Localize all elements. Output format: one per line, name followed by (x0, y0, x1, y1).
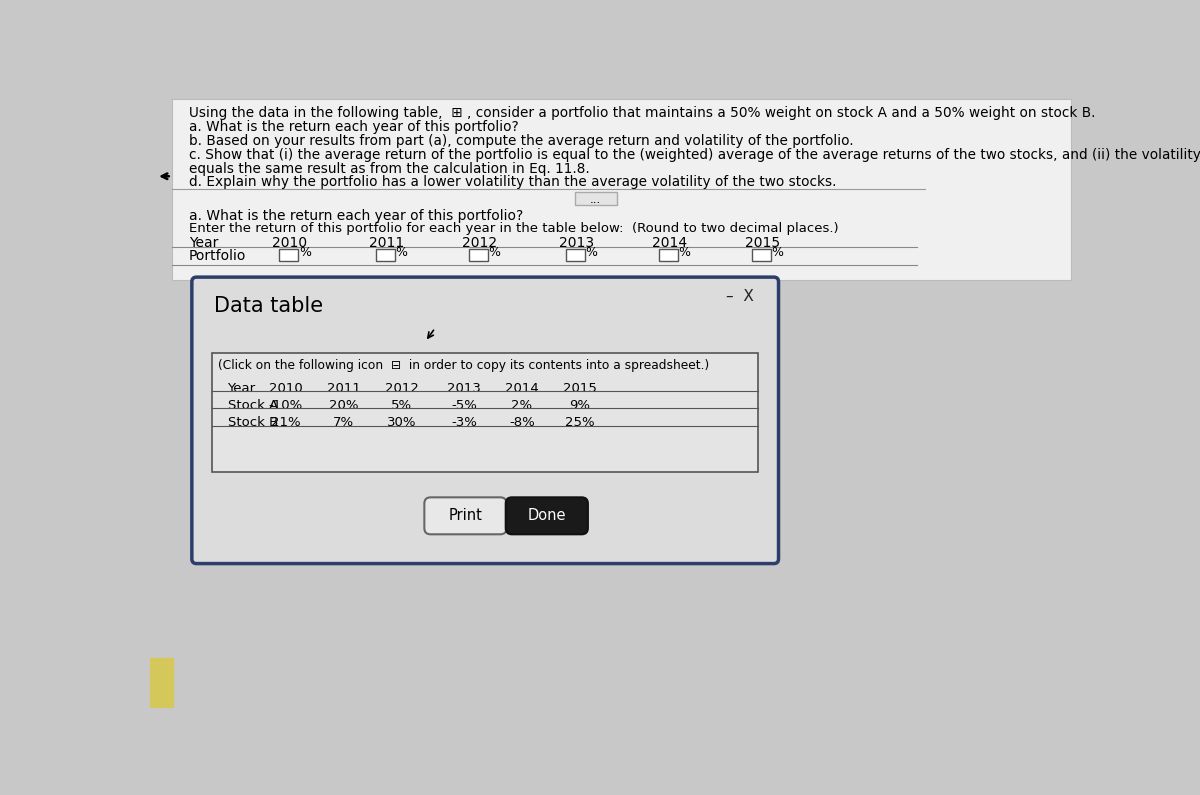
Text: 5%: 5% (391, 399, 413, 412)
Text: 2012: 2012 (385, 382, 419, 395)
Text: c. Show that (i) the average return of the portfolio is equal to the (weighted) : c. Show that (i) the average return of t… (188, 148, 1200, 161)
Text: 2014: 2014 (652, 236, 686, 250)
Text: Stock A: Stock A (228, 399, 277, 412)
Text: 9%: 9% (570, 399, 590, 412)
Text: -8%: -8% (509, 416, 535, 429)
Bar (575, 192, 617, 205)
Bar (212, 352, 758, 472)
Text: 2014: 2014 (505, 382, 539, 395)
Bar (659, 249, 678, 261)
Text: -10%: -10% (269, 399, 302, 412)
Text: b. Based on your results from part (a), compute the average return and volatilit: b. Based on your results from part (a), … (188, 134, 853, 148)
FancyBboxPatch shape (505, 498, 588, 534)
Text: a. What is the return each year of this portfolio?: a. What is the return each year of this … (188, 120, 518, 134)
Text: Year: Year (228, 382, 256, 395)
Text: 2011: 2011 (368, 236, 404, 250)
Text: Portfolio: Portfolio (188, 250, 246, 263)
Text: 2013: 2013 (446, 382, 481, 395)
Text: 2012: 2012 (462, 236, 497, 250)
Text: Using the data in the following table,  ⊞ , consider a portfolio that maintains : Using the data in the following table, ⊞… (188, 107, 1096, 120)
Text: equals the same result as from the calculation in Eq. 11.8.: equals the same result as from the calcu… (188, 161, 589, 176)
Text: %: % (396, 246, 408, 259)
FancyBboxPatch shape (192, 277, 779, 564)
FancyBboxPatch shape (425, 498, 506, 534)
Text: a. What is the return each year of this portfolio?: a. What is the return each year of this … (188, 209, 523, 223)
Text: Done: Done (528, 508, 566, 523)
Text: 2011: 2011 (326, 382, 361, 395)
Text: 25%: 25% (565, 416, 595, 429)
Text: 7%: 7% (334, 416, 354, 429)
Text: Stock B: Stock B (228, 416, 277, 429)
Bar (280, 249, 298, 261)
Text: -3%: -3% (451, 416, 476, 429)
Text: 21%: 21% (271, 416, 300, 429)
Text: 2015: 2015 (745, 236, 780, 250)
Bar (150, 657, 173, 708)
Text: 20%: 20% (329, 399, 359, 412)
Text: 2%: 2% (511, 399, 533, 412)
Text: d. Explain why the portfolio has a lower volatility than the average volatility : d. Explain why the portfolio has a lower… (188, 176, 836, 189)
Bar (377, 249, 395, 261)
Text: 2010: 2010 (272, 236, 307, 250)
Text: %: % (488, 246, 500, 259)
Text: 30%: 30% (388, 416, 416, 429)
Text: ...: ... (590, 193, 601, 206)
Text: %: % (772, 246, 784, 259)
Text: –  X: – X (726, 289, 754, 304)
Text: %: % (299, 246, 311, 259)
Text: -5%: -5% (451, 399, 476, 412)
Text: 2015: 2015 (563, 382, 598, 395)
Text: %: % (586, 246, 598, 259)
Text: Print: Print (449, 508, 482, 523)
Bar (469, 249, 488, 261)
Text: %: % (678, 246, 690, 259)
Text: 2013: 2013 (559, 236, 594, 250)
Text: Data table: Data table (214, 296, 323, 316)
Bar (172, 99, 1070, 280)
Text: 2010: 2010 (269, 382, 302, 395)
Bar (566, 249, 584, 261)
Text: Enter the return of this portfolio for each year in the table below:  (Round to : Enter the return of this portfolio for e… (188, 223, 839, 235)
Text: (Click on the following icon  ⊟  in order to copy its contents into a spreadshee: (Click on the following icon ⊟ in order … (218, 359, 709, 372)
Text: Year: Year (188, 236, 218, 250)
Bar (752, 249, 770, 261)
